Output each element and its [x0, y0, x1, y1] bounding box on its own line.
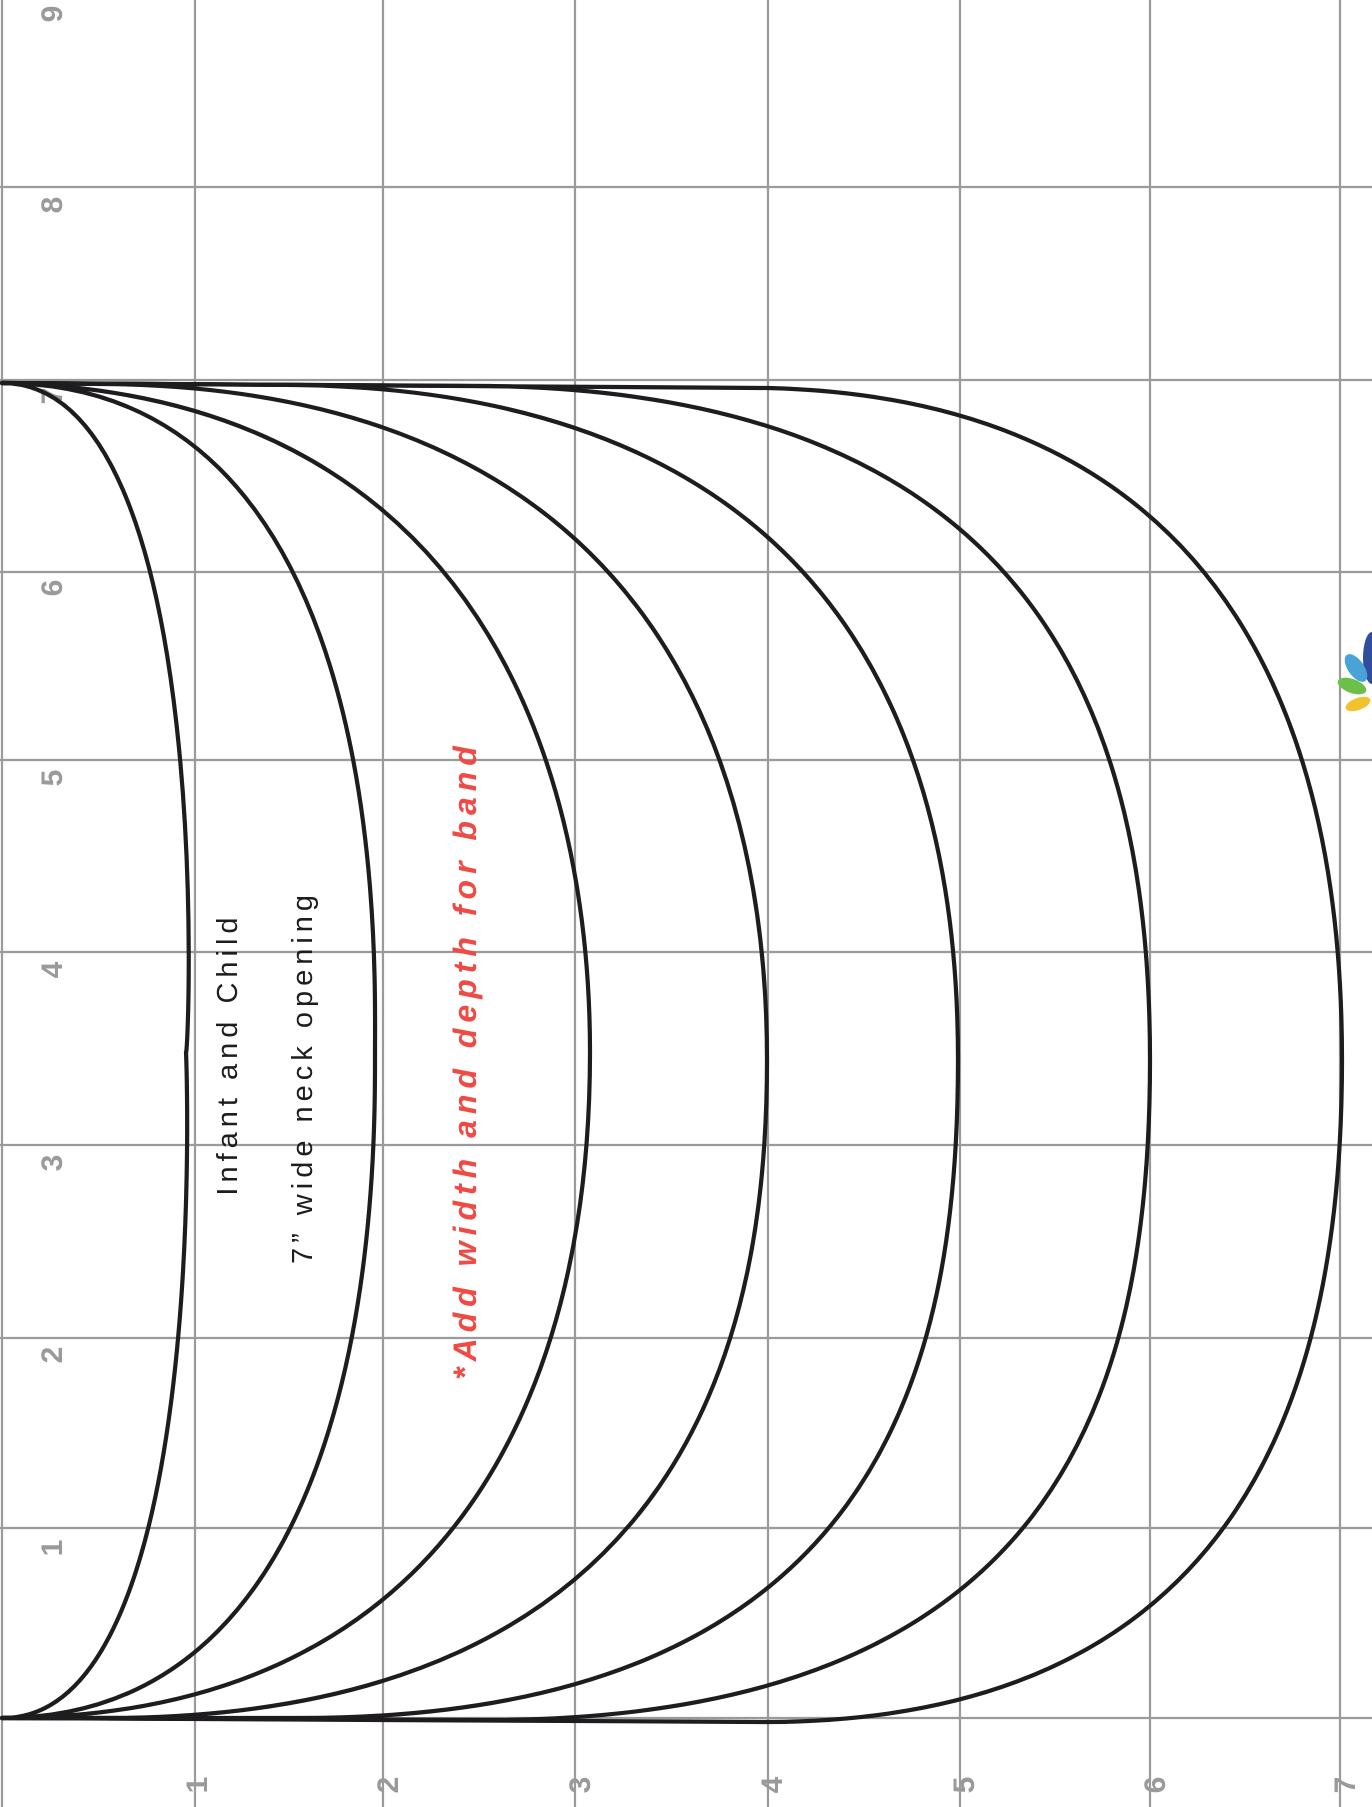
ruler-label: 1 [36, 1540, 69, 1557]
neckline-curve [0, 380, 593, 1721]
pattern-title: Infant and Child [212, 912, 244, 1195]
ruler-label: 7 [1329, 1777, 1362, 1794]
ruler-labels-bottom: 1 2 3 4 5 6 7 [181, 1776, 1362, 1793]
ruler-label: 9 [36, 6, 69, 23]
neckline-curve [0, 380, 961, 1721]
logo-feather [1337, 677, 1367, 695]
ruler-label: 4 [36, 961, 69, 978]
neckline-curve [0, 380, 378, 1721]
neckline-curve [0, 380, 770, 1721]
neckline-curve [0, 380, 191, 1721]
ruler-label: 8 [36, 197, 69, 214]
neckline-curve [0, 380, 1153, 1723]
ruler-labels-left: 1 2 3 4 5 6 7 8 9 [36, 6, 69, 1557]
ruler-label: 5 [948, 1777, 981, 1794]
ruler-label: 3 [564, 1777, 597, 1794]
ruler-label: 2 [36, 1347, 69, 1364]
logo-feather [1345, 696, 1371, 712]
peacock-logo-icon [1337, 632, 1372, 712]
ruler-label: 3 [36, 1155, 69, 1172]
band-allowance-note: *Add width and depth for band [447, 740, 483, 1380]
pattern-subtitle: 7” wide neck opening [287, 890, 319, 1264]
ruler-label: 5 [36, 770, 69, 787]
logo-feather [1344, 654, 1368, 682]
ruler-label: 2 [372, 1777, 405, 1794]
ruler-label: 4 [756, 1776, 789, 1793]
ruler-label: 1 [181, 1777, 214, 1794]
ruler-label: 6 [36, 580, 69, 597]
ruler-label: 6 [1139, 1777, 1172, 1794]
neckline-curves [0, 380, 1345, 1725]
neckline-curve [0, 380, 1345, 1725]
